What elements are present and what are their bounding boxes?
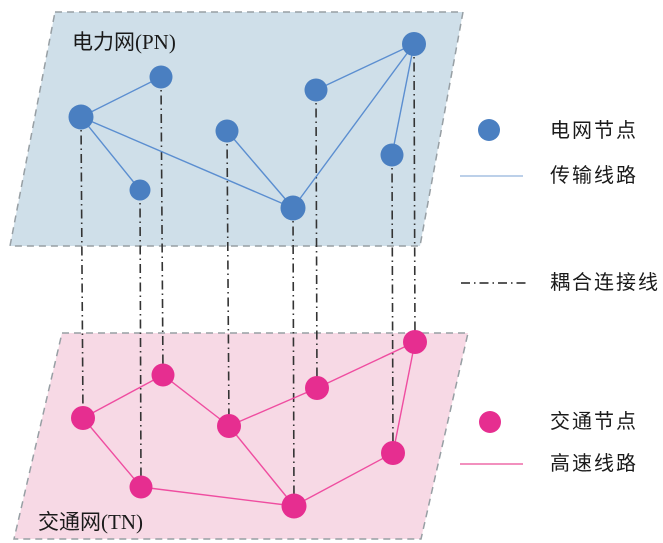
coupling-line [315, 89, 318, 389]
power-node [280, 195, 306, 221]
transport-edge [316, 341, 416, 389]
grid-node-icon [478, 119, 500, 141]
coupling-line [80, 116, 84, 419]
power-edge [226, 130, 294, 209]
power-node [129, 179, 151, 201]
power-node [215, 119, 239, 143]
coupling-line [226, 130, 230, 427]
transport-node [381, 441, 405, 465]
power-edge [391, 43, 415, 156]
power-node [304, 78, 328, 102]
traffic-node-icon [479, 411, 501, 433]
coupling-line [139, 189, 142, 488]
coupling-line [292, 207, 295, 507]
legend-label-transmission-line: 传输线路 [550, 165, 638, 187]
legend-label-coupling-line: 耦合连接线 [550, 272, 660, 294]
transport-plane [13, 332, 469, 540]
power-edge [80, 116, 141, 191]
power-node [402, 32, 426, 56]
power-node [149, 65, 173, 89]
power-edge [80, 116, 294, 209]
transport-node [281, 493, 307, 519]
transport-edge [162, 374, 230, 427]
legend-label-grid-node: 电网节点 [550, 120, 638, 142]
coupling-line [391, 154, 394, 454]
transport-node [403, 330, 427, 354]
power-node [380, 143, 404, 167]
coupling-line [160, 76, 164, 376]
power-edge [80, 76, 162, 118]
transport-node [129, 475, 153, 499]
coupling-line [413, 43, 416, 343]
power-node [68, 104, 94, 130]
transport-node [71, 406, 95, 430]
transport-node [151, 363, 175, 387]
transport-edge [293, 452, 394, 507]
legend-label-traffic-node: 交通节点 [550, 411, 638, 433]
legend-label-highway-line: 高速线路 [550, 453, 638, 475]
transport-edge [82, 374, 164, 419]
power-edge [292, 43, 415, 209]
transport-edge [140, 486, 295, 507]
transport-edge [228, 387, 318, 427]
transport-edge [228, 425, 295, 507]
transport-network-label: 交通网(TN) [38, 510, 143, 534]
transport-node [217, 414, 241, 438]
power-network-label: 电力网(PN) [72, 30, 176, 54]
transport-edge [392, 341, 416, 454]
transport-edge [82, 417, 142, 488]
power-edge [315, 43, 415, 91]
transport-node [305, 376, 329, 400]
